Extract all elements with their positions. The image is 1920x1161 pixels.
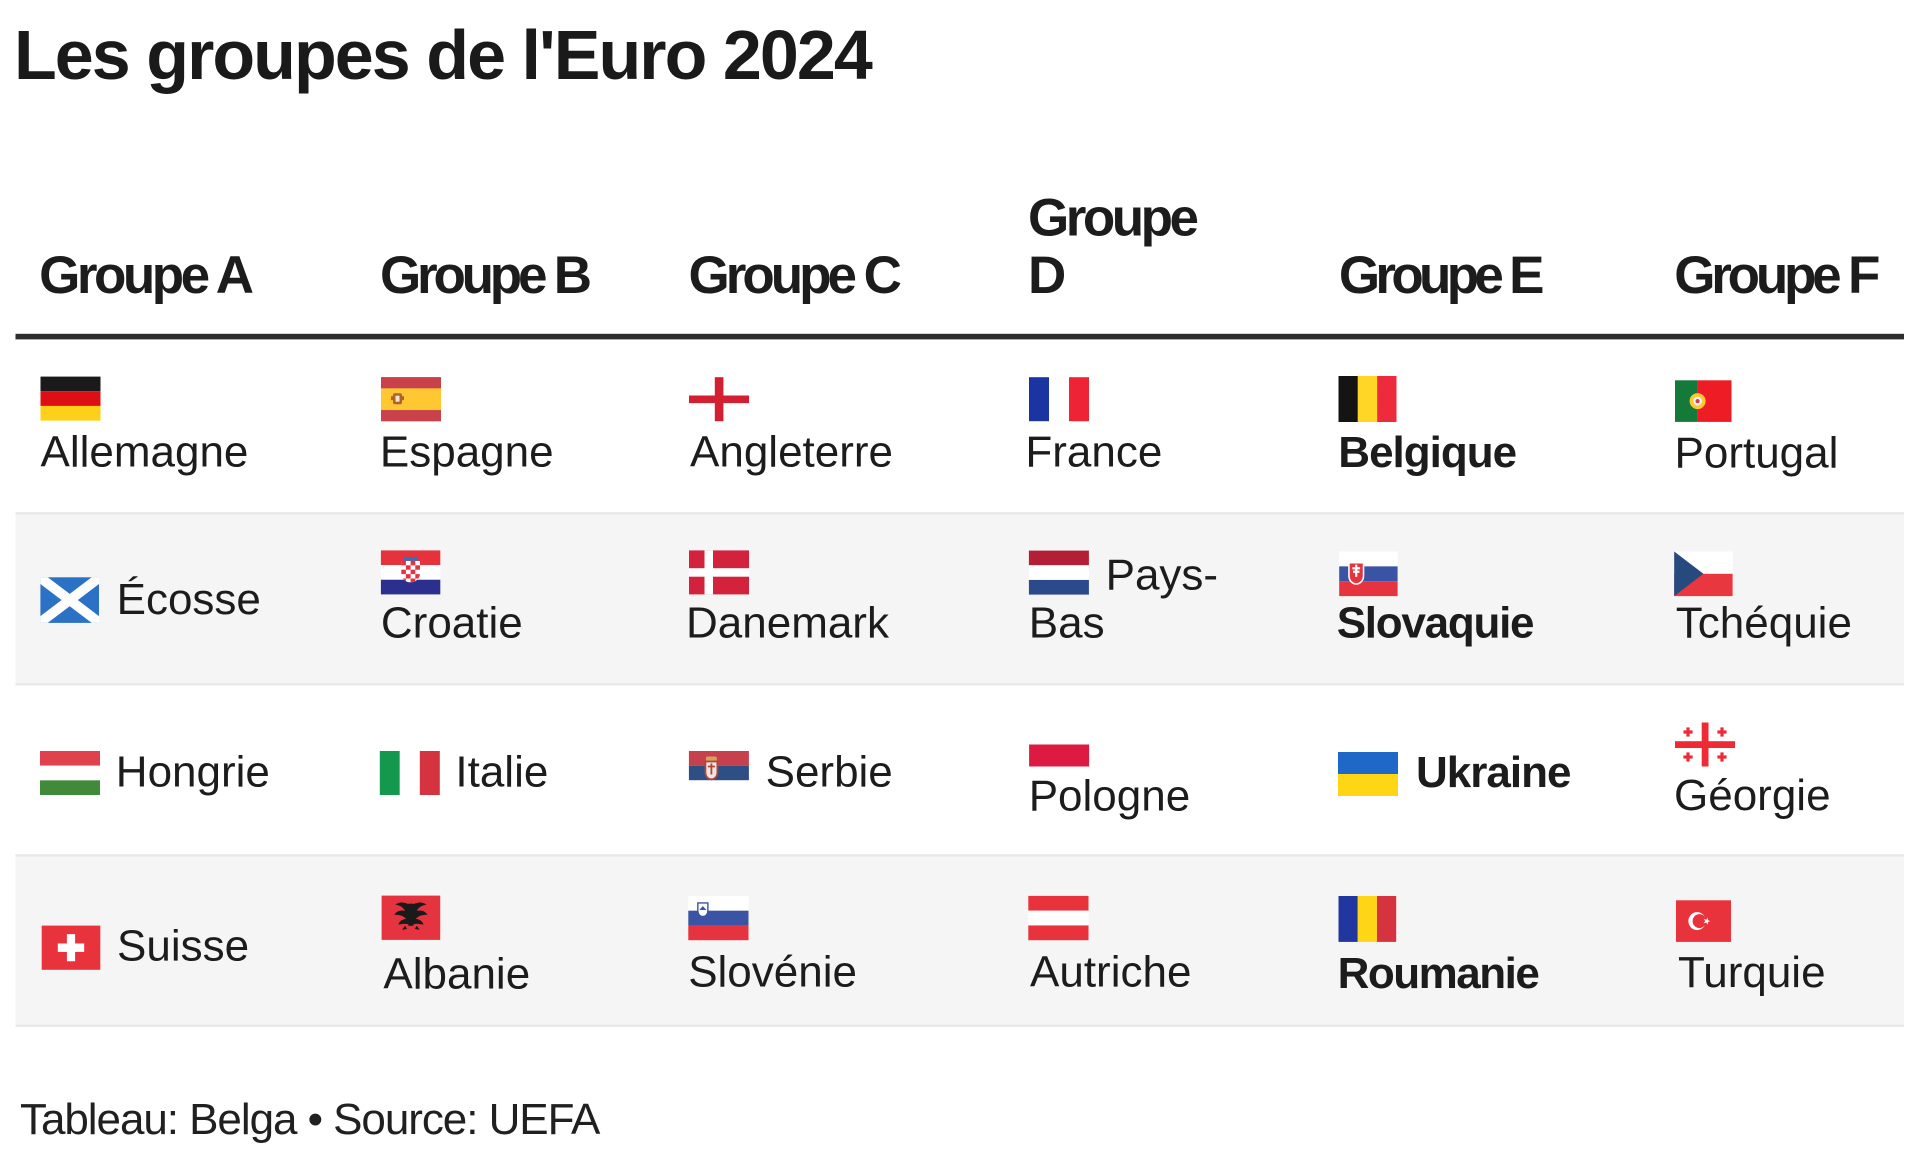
svg-text:D: D	[1028, 246, 1066, 305]
svg-text:Portugal: Portugal	[1675, 429, 1839, 478]
svg-text:Angleterre: Angleterre	[690, 428, 893, 477]
svg-text:Suisse: Suisse	[117, 922, 249, 971]
svg-text:Slovénie: Slovénie	[688, 948, 857, 997]
svg-text:Danemark: Danemark	[686, 599, 890, 648]
svg-text:Hongrie: Hongrie	[116, 748, 270, 797]
svg-text:Groupe C: Groupe C	[689, 246, 901, 305]
svg-text:Pays-: Pays-	[1106, 550, 1218, 599]
svg-text:Slovaquie: Slovaquie	[1337, 599, 1534, 648]
svg-text:Groupe A: Groupe A	[39, 246, 253, 305]
svg-text:Espagne: Espagne	[380, 428, 554, 477]
svg-text:Groupe F: Groupe F	[1674, 246, 1879, 305]
svg-text:Albanie: Albanie	[383, 950, 530, 999]
svg-text:Croatie: Croatie	[381, 599, 523, 648]
svg-text:Pologne: Pologne	[1029, 772, 1190, 821]
svg-text:Écosse: Écosse	[117, 575, 261, 624]
svg-text:Tableau: Belga • Source: UEFA: Tableau: Belga • Source: UEFA	[20, 1095, 601, 1144]
svg-text:Turquie: Turquie	[1678, 948, 1826, 997]
svg-text:Groupe: Groupe	[1028, 189, 1197, 248]
svg-text:Autriche: Autriche	[1030, 948, 1191, 997]
svg-text:Géorgie: Géorgie	[1674, 771, 1831, 820]
svg-text:Les groupes de l'Euro 2024: Les groupes de l'Euro 2024	[14, 16, 873, 94]
svg-text:Bas: Bas	[1029, 599, 1105, 648]
svg-text:Groupe B: Groupe B	[380, 246, 590, 305]
svg-text:Tchéquie: Tchéquie	[1676, 599, 1852, 648]
svg-text:Groupe E: Groupe E	[1339, 246, 1543, 305]
svg-text:Roumanie: Roumanie	[1338, 949, 1539, 998]
svg-text:Allemagne: Allemagne	[41, 428, 249, 477]
svg-text:France: France	[1025, 428, 1162, 477]
svg-text:Belgique: Belgique	[1338, 428, 1516, 477]
svg-text:Italie: Italie	[455, 748, 548, 797]
svg-text:Serbie: Serbie	[766, 748, 893, 797]
svg-text:Ukraine: Ukraine	[1416, 748, 1570, 797]
